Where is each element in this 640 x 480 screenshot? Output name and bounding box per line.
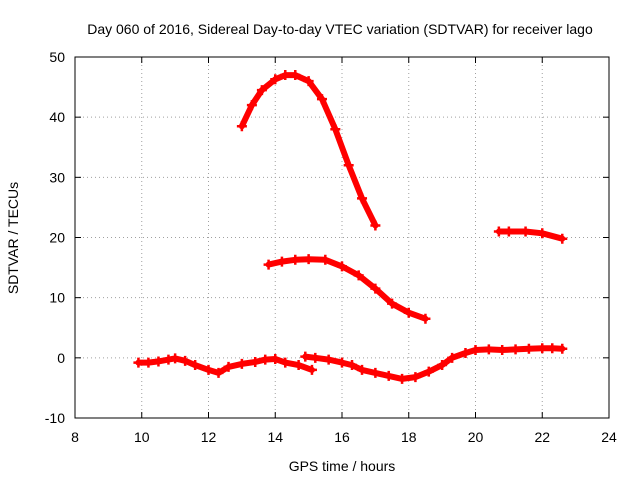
data-point	[370, 220, 381, 231]
data-point	[310, 352, 321, 363]
data-point	[460, 348, 471, 359]
x-tick-label: 8	[71, 429, 79, 445]
x-tick-label: 20	[468, 429, 484, 445]
data-point	[353, 270, 364, 281]
data-point	[180, 355, 191, 366]
data-point	[420, 313, 431, 324]
data-point	[290, 70, 301, 81]
data-point	[410, 372, 421, 383]
data-point	[270, 74, 281, 85]
data-point	[260, 354, 271, 365]
x-tick-label: 14	[267, 429, 283, 445]
y-axis-label: SDTVAR / TECUs	[5, 182, 21, 294]
data-point	[343, 160, 354, 171]
data-point	[493, 226, 504, 237]
x-tick-label: 16	[334, 429, 350, 445]
data-point	[510, 344, 521, 355]
chart-title: Day 060 of 2016, Sidereal Day-to-day VTE…	[87, 21, 593, 37]
series-layer	[133, 70, 568, 384]
x-tick-label: 22	[534, 429, 550, 445]
data-point	[497, 345, 508, 356]
y-tick-label: 30	[49, 169, 65, 185]
data-point	[337, 261, 347, 272]
data-point	[337, 357, 347, 368]
data-point	[483, 344, 494, 355]
grid	[75, 57, 609, 418]
data-point	[557, 233, 568, 244]
data-point	[153, 356, 164, 367]
data-point	[357, 364, 368, 375]
data-point	[470, 345, 481, 356]
y-tick-label: 10	[49, 290, 65, 306]
series-line	[238, 72, 379, 229]
data-point	[370, 283, 381, 294]
data-point	[250, 357, 261, 368]
x-tick-label: 10	[134, 429, 150, 445]
tick-layer: 8 10 12 14 16 18 20 22 24 -10 0 10 20 30 40 50	[45, 49, 617, 445]
data-point	[190, 360, 201, 371]
data-point	[523, 343, 534, 354]
data-point	[303, 76, 314, 87]
y-tick-label: 50	[49, 49, 65, 65]
data-point	[383, 370, 394, 381]
data-point	[316, 94, 327, 105]
x-tick-label: 12	[201, 429, 217, 445]
data-point	[423, 366, 434, 377]
y-tick-label: 20	[49, 230, 65, 246]
data-point	[306, 364, 317, 375]
x-tick-label: 18	[401, 429, 417, 445]
data-point	[170, 353, 181, 364]
data-point	[293, 360, 304, 371]
x-tick-label: 24	[601, 429, 617, 445]
data-point	[330, 124, 341, 135]
data-point	[143, 357, 154, 368]
data-point	[403, 307, 414, 318]
data-point	[320, 254, 331, 265]
data-point	[270, 354, 281, 365]
data-point	[397, 373, 408, 384]
series-track-1	[236, 70, 381, 231]
data-point	[203, 364, 214, 375]
data-point	[303, 254, 314, 265]
data-point	[437, 360, 448, 371]
y-tick-label: -10	[45, 410, 65, 426]
series-line	[265, 256, 429, 322]
data-point	[280, 70, 291, 81]
data-point	[276, 256, 287, 267]
y-tick-label: 40	[49, 109, 65, 125]
series-track-4	[133, 353, 317, 378]
data-point	[223, 361, 234, 372]
data-point	[347, 360, 358, 371]
data-point	[323, 354, 334, 365]
data-point	[300, 351, 311, 362]
data-point	[213, 367, 224, 378]
data-point	[537, 343, 548, 354]
data-point	[256, 85, 267, 96]
data-point	[246, 100, 257, 111]
data-point	[387, 298, 398, 309]
series-track-5	[300, 343, 568, 384]
data-point	[133, 357, 144, 368]
data-point	[537, 228, 548, 239]
data-point	[357, 193, 368, 204]
x-axis-label: GPS time / hours	[289, 458, 396, 474]
data-point	[503, 226, 514, 237]
data-point	[263, 259, 274, 270]
series-track-2	[263, 254, 431, 324]
data-point	[547, 343, 558, 354]
data-point	[290, 254, 301, 265]
data-point	[520, 226, 531, 237]
data-point	[447, 352, 458, 363]
data-point	[280, 357, 291, 368]
data-point	[236, 121, 247, 132]
data-point	[557, 343, 568, 354]
series-track-3	[493, 226, 568, 244]
data-point	[236, 358, 247, 369]
y-tick-label: 0	[57, 350, 65, 366]
data-point	[370, 367, 381, 378]
